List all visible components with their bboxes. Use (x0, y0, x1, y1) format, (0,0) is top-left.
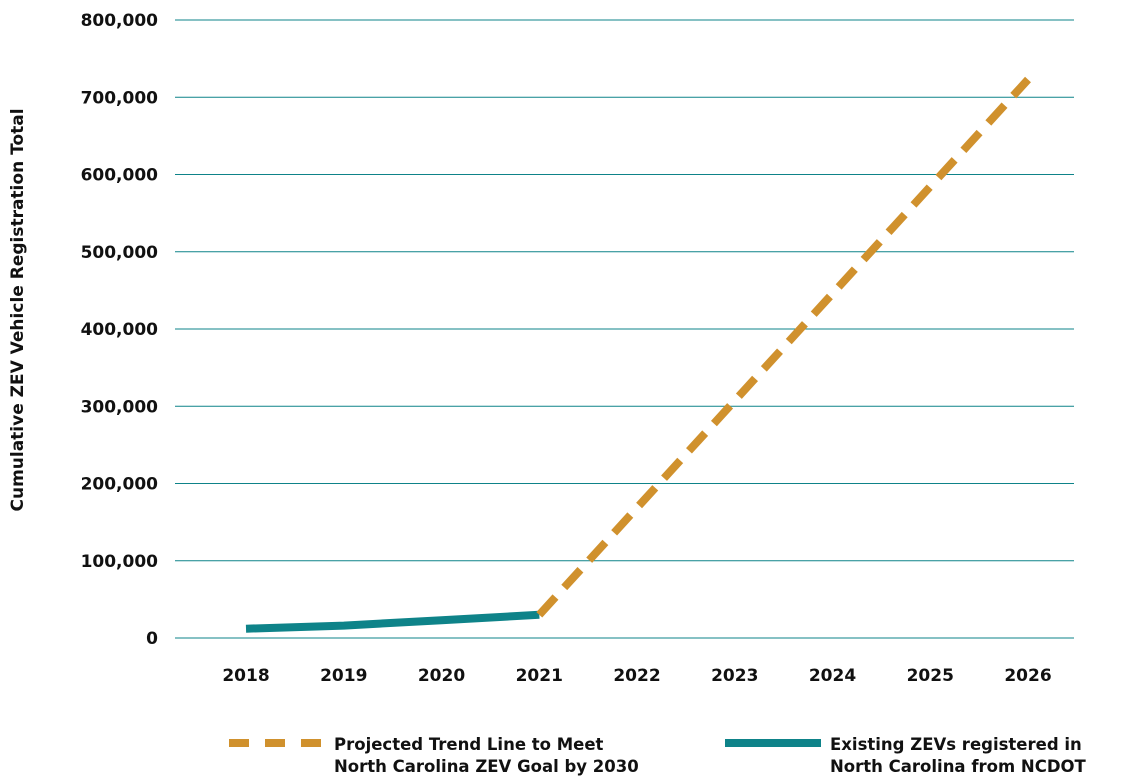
x-axis-ticks: 2018 2019 2020 2021 2022 2023 2024 2025 2026 (222, 666, 1051, 686)
x-tick-label: 2018 (222, 666, 269, 686)
projected-trend-line (536, 76, 1031, 618)
y-tick-label: 300,000 (81, 397, 159, 417)
y-axis-title: Cumulative ZEV Vehicle Registration Tota… (8, 108, 28, 511)
legend-label: North Carolina ZEV Goal by 2030 (334, 757, 639, 776)
x-tick-label: 2025 (907, 666, 954, 686)
series-lines (245, 76, 1031, 633)
legend-label: Projected Trend Line to Meet (334, 735, 604, 754)
x-tick-label: 2020 (418, 666, 465, 686)
gridlines (175, 19, 1074, 639)
y-tick-label: 700,000 (81, 88, 159, 108)
y-tick-label: 600,000 (81, 166, 159, 186)
x-tick-label: 2021 (516, 666, 563, 686)
legend-label: Existing ZEVs registered in (830, 735, 1082, 754)
y-tick-label: 0 (146, 629, 158, 649)
x-tick-label: 2023 (711, 666, 758, 686)
y-tick-label: 100,000 (81, 552, 159, 572)
x-tick-label: 2024 (809, 666, 856, 686)
y-tick-label: 400,000 (81, 320, 159, 340)
x-tick-label: 2022 (613, 666, 660, 686)
y-axis-ticks: 0 100,000 200,000 300,000 400,000 500,000 600,… (81, 11, 159, 649)
x-tick-label: 2026 (1004, 666, 1051, 686)
existing-zev-line (245, 610, 540, 633)
legend-label: North Carolina from NCDOT (830, 757, 1087, 776)
y-tick-label: 500,000 (81, 243, 159, 263)
y-tick-label: 200,000 (81, 475, 159, 495)
x-tick-label: 2019 (320, 666, 367, 686)
legend: Projected Trend Line to Meet North Caroli… (229, 735, 1087, 776)
y-tick-label: 800,000 (81, 11, 159, 31)
